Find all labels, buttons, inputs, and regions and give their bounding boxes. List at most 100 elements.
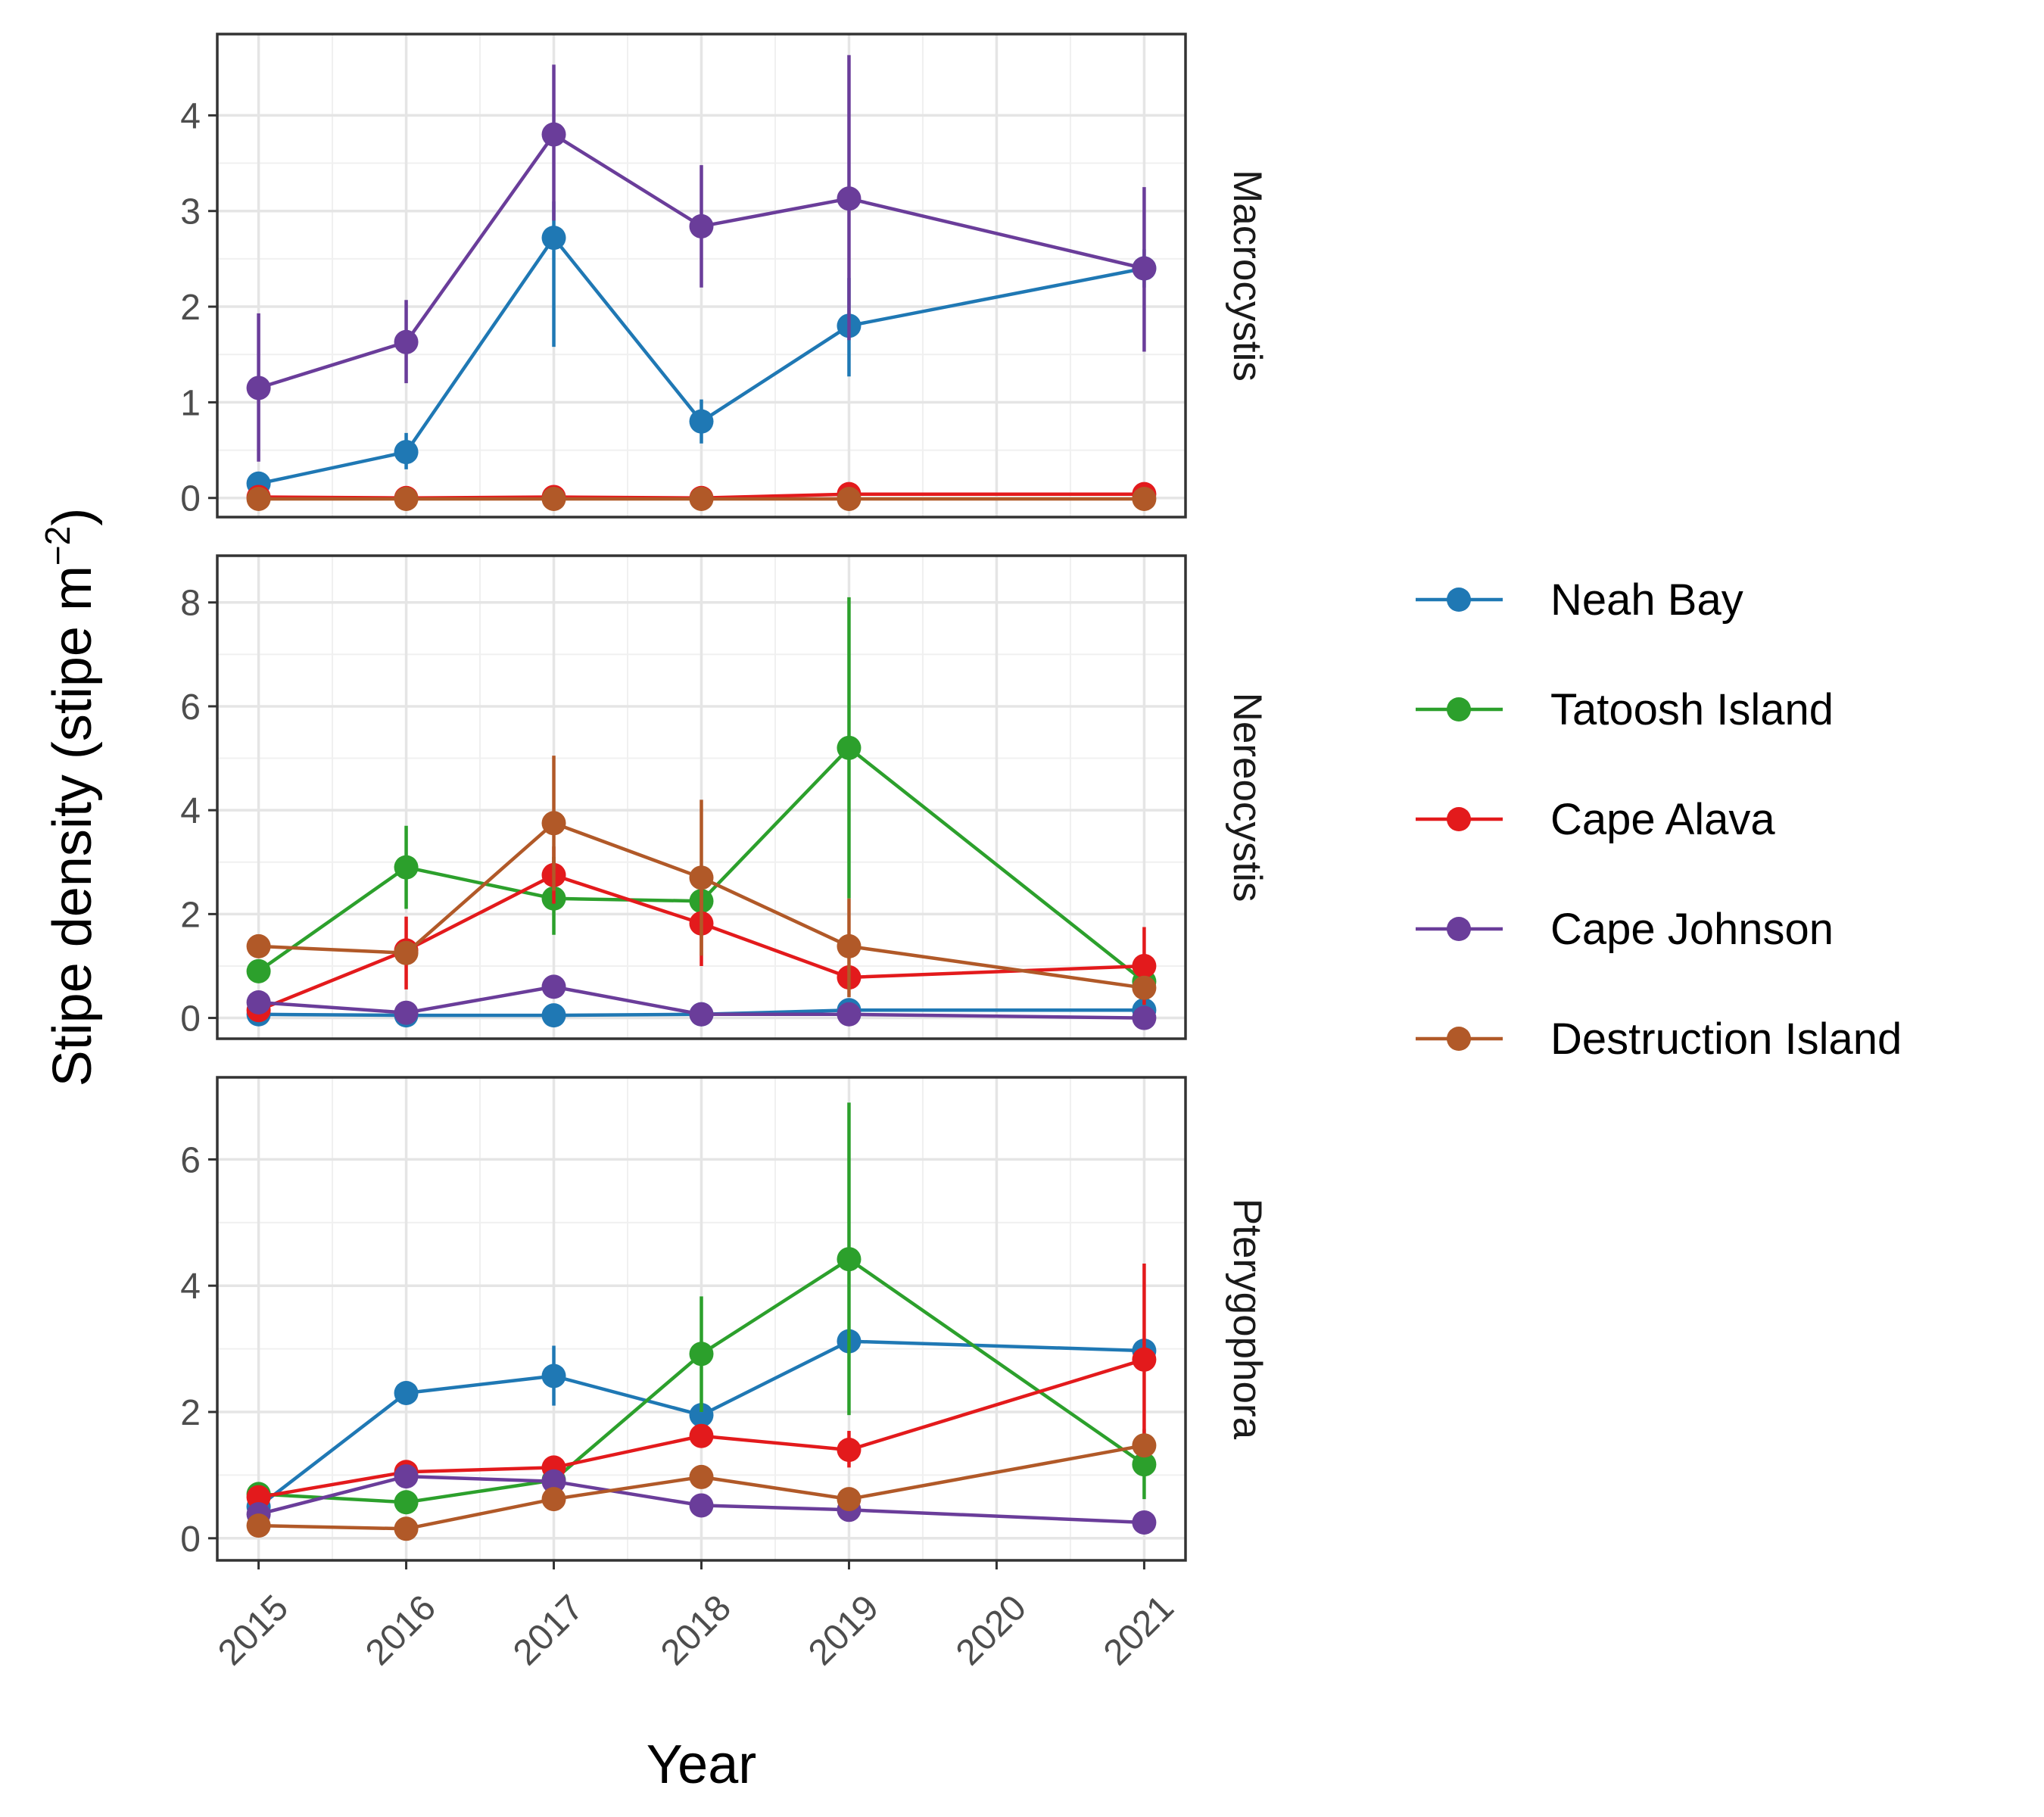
data-point [246,376,271,400]
legend-key-point [1447,587,1471,612]
panels-layer: 0 1 2 3 4 Macrocystis 0 2 4 6 8 Nereocystis 0 2 4 6 Pter… [180,33,1270,1562]
data-point [689,409,714,434]
data-point [1132,975,1157,1000]
legend-label: Tatoosh Island [1550,685,1834,734]
data-point [541,1003,566,1028]
x-tick-label: 2018 [653,1588,739,1673]
legend-item-cape-alava: Cape Alava [1416,795,1775,844]
data-point [541,226,566,251]
y-axis-title-superscript: −2 [38,526,77,566]
series-line-cape-johnson [258,985,1145,1020]
y-axis-title: Stipe density (stipe m−2) [38,508,103,1087]
y-tick-label: 4 [180,96,201,136]
data-point [837,933,862,958]
data-point [1132,486,1157,511]
x-axis-title: Year [647,1734,756,1795]
legend: Neah Bay Tatoosh Island Cape Alava Cape Joh… [1416,575,1902,1064]
y-axis-title-close: ) [42,508,103,526]
panel-pterygophora: 0 2 4 6 Pterygophora [180,1076,1270,1562]
series-line-cape-alava [258,1357,1145,1499]
y-tick-label: 6 [180,687,201,728]
data-point [541,974,566,999]
data-point [1132,1433,1157,1458]
series-destruction-island [246,756,1157,1000]
data-point [837,186,862,211]
data-point [394,940,419,965]
data-point [1132,953,1157,978]
x-axis: 2015 2016 2017 2018 2019 2020 2021 [210,1560,1182,1673]
series-line-neah-bay [258,1008,1145,1018]
data-point [394,1464,419,1489]
series-destruction-island [246,1433,1157,1541]
series-cape-alava [246,1264,1157,1510]
series-line-neah-bay [258,235,1145,486]
series-destruction-island [246,486,1157,511]
panel-nereocystis: 0 2 4 6 8 Nereocystis [180,554,1270,1040]
series-line-neah-bay [257,1339,1145,1508]
y-tick-label: 2 [180,1393,201,1433]
strip-label-macrocystis: Macrocystis [1225,170,1270,382]
data-point [541,122,566,147]
panel-border [216,33,1187,519]
y-tick-label: 1 [180,383,201,423]
legend-item-cape-johnson: Cape Johnson [1416,905,1834,954]
legend-label: Cape Alava [1550,795,1775,844]
legend-item-tatoosh-island: Tatoosh Island [1416,685,1834,734]
data-point [689,1423,714,1448]
x-tick-label: 2021 [1096,1588,1182,1673]
panel-border [216,554,1187,1040]
data-point [837,1247,862,1272]
data-point [246,486,271,511]
data-point [689,1493,714,1518]
data-point [394,1490,419,1515]
data-point [1132,1510,1157,1535]
series-line-cape-johnson [258,1474,1145,1525]
data-point [1132,1005,1157,1030]
series-line-cape-alava [257,873,1145,1012]
strip-label-pterygophora: Pterygophora [1225,1198,1270,1440]
y-tick-label: 0 [180,1519,201,1560]
series-line-cape-johnson [257,132,1145,390]
x-tick-label: 2016 [358,1588,444,1673]
data-point [689,213,714,238]
legend-key-point [1447,917,1471,941]
data-point [394,855,419,880]
data-point [541,1487,566,1512]
data-point [689,1464,714,1489]
data-point [837,1438,862,1463]
data-point [246,933,271,958]
data-point [246,990,271,1014]
strip-label-nereocystis: Nereocystis [1225,693,1270,902]
data-point [689,865,714,890]
data-point [1132,1452,1157,1477]
y-tick-label: 0 [180,479,201,519]
x-tick-label: 2019 [801,1588,886,1673]
y-tick-label: 0 [180,999,201,1039]
x-tick-label: 2020 [949,1588,1034,1673]
legend-key-point [1447,807,1471,831]
series-cape-johnson [246,55,1157,462]
data-point [394,329,419,354]
series-cape-johnson [246,974,1157,1030]
panel-macrocystis: 0 1 2 3 4 Macrocystis [180,33,1270,519]
data-point [394,1000,419,1025]
data-point [394,1380,419,1405]
legend-label: Destruction Island [1550,1014,1902,1064]
data-point [246,1513,271,1538]
data-point [689,486,714,511]
data-point [541,1364,566,1388]
series-line-destruction-island [258,821,1145,990]
y-axis-title-main: Stipe density (stipe m [42,566,103,1086]
legend-key-point [1447,697,1471,722]
data-point [394,440,419,465]
data-point [541,1469,566,1494]
legend-item-destruction-island: Destruction Island [1416,1014,1902,1064]
y-tick-label: 6 [180,1140,201,1180]
data-point [394,486,419,511]
data-point [837,486,862,511]
data-point [541,811,566,836]
data-point [689,1002,714,1027]
legend-key-point [1447,1027,1471,1051]
data-point [541,486,566,511]
data-point [689,1342,714,1367]
